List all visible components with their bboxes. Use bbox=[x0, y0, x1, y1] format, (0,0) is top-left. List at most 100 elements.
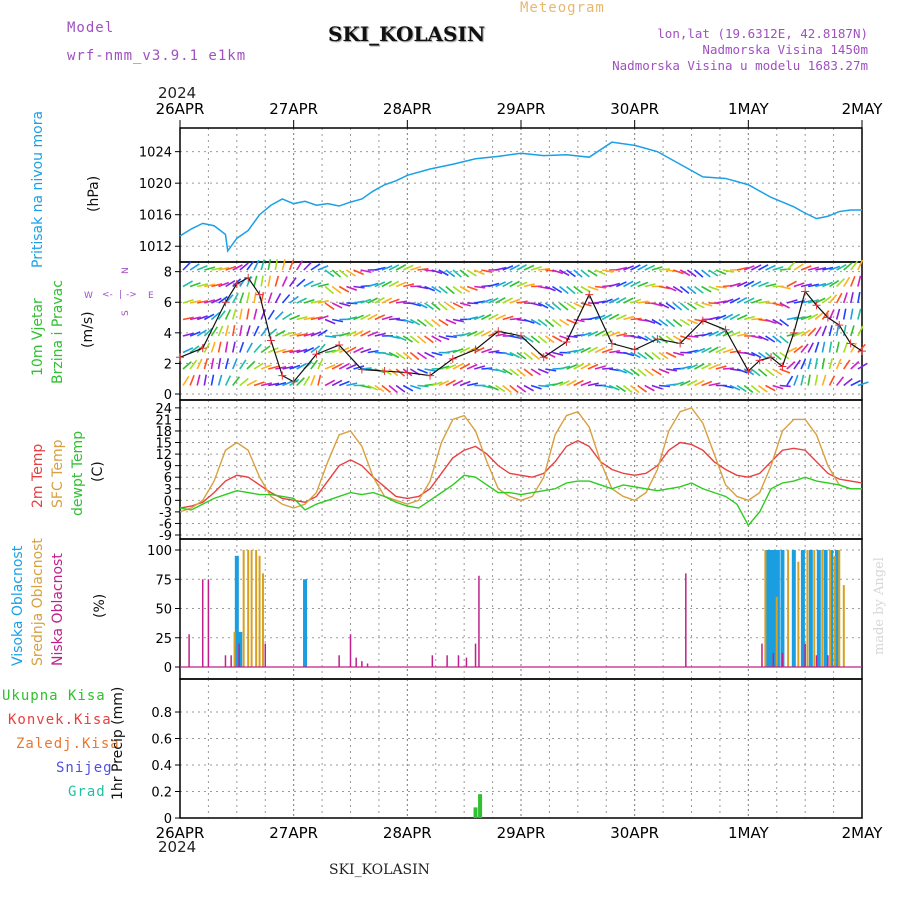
wind-arrow bbox=[495, 314, 506, 321]
wind-arrow bbox=[828, 294, 838, 304]
wind-arrow bbox=[516, 281, 528, 288]
wind-arrow bbox=[445, 363, 457, 370]
wind-arrow bbox=[630, 368, 640, 377]
wind-arrow bbox=[623, 315, 635, 321]
wind-arrow bbox=[701, 269, 711, 278]
wind-arrow bbox=[729, 350, 742, 354]
wind-gust-marker bbox=[607, 339, 616, 348]
wind-arrow bbox=[246, 292, 251, 304]
wind-arrow bbox=[658, 268, 671, 271]
wind-arrow bbox=[231, 341, 236, 353]
wind-arrow bbox=[303, 261, 313, 271]
year-bottom: 2024 bbox=[158, 838, 197, 856]
wind-arrow bbox=[360, 330, 371, 337]
wind-arrow bbox=[360, 298, 372, 304]
wind-gust-marker bbox=[289, 377, 298, 386]
wind-arrow bbox=[239, 262, 249, 271]
wind-arrow bbox=[459, 346, 471, 354]
wind-arrow bbox=[260, 345, 271, 354]
wind-arrow bbox=[502, 368, 513, 376]
wind-arrow bbox=[750, 384, 761, 394]
wind-arrow bbox=[246, 379, 258, 387]
wind-arrow bbox=[829, 279, 840, 288]
wind-rose-icon: W E <- | -> S N bbox=[84, 267, 154, 316]
wind-arrow bbox=[473, 314, 485, 321]
wind-arrow bbox=[715, 300, 727, 304]
wind-gust-marker bbox=[403, 368, 412, 377]
wind-arrow bbox=[658, 318, 669, 327]
wind-arrow bbox=[296, 278, 306, 288]
wind-arrow bbox=[750, 368, 761, 377]
wind-arrow bbox=[338, 363, 350, 370]
wind-arrow bbox=[800, 329, 811, 337]
wind-gust-marker bbox=[221, 298, 230, 307]
wind-arrow bbox=[573, 318, 585, 323]
cloud-bar bbox=[821, 550, 824, 667]
y-tick-label: 4 bbox=[164, 327, 172, 342]
wind-arrow bbox=[452, 269, 462, 278]
wind-arrow bbox=[523, 335, 534, 343]
wind-arrow bbox=[253, 325, 260, 337]
year-top: 2024 bbox=[158, 84, 197, 102]
wind-arrow bbox=[580, 302, 592, 307]
wind-arrow bbox=[295, 260, 304, 271]
wind-arrow bbox=[431, 269, 443, 275]
y-tick-label: 0.6 bbox=[151, 733, 172, 748]
wind-arrow bbox=[644, 351, 654, 361]
wind-arrow bbox=[552, 381, 564, 387]
wind-arrow bbox=[317, 358, 324, 370]
wind-arrow bbox=[772, 351, 782, 361]
svg-text:<-: <- bbox=[102, 290, 113, 300]
wind-arrow bbox=[573, 363, 584, 370]
wind-arrow bbox=[537, 368, 549, 374]
wind-arrow bbox=[417, 302, 428, 309]
wind-arrow bbox=[267, 309, 275, 320]
wind-arrow bbox=[686, 269, 697, 278]
cloud-bar bbox=[355, 657, 357, 667]
wind-arrow bbox=[850, 360, 860, 370]
wind-arrow bbox=[324, 302, 335, 310]
wind-arrow bbox=[672, 351, 685, 356]
wind-arrow bbox=[722, 269, 734, 273]
cloud-bar bbox=[201, 579, 204, 667]
wind-arrow bbox=[402, 318, 414, 324]
wind-arrow bbox=[587, 285, 599, 291]
wind-arrow bbox=[196, 374, 201, 386]
wind-arrow bbox=[317, 283, 329, 288]
wind-arrow bbox=[722, 384, 734, 389]
wind-arrow bbox=[324, 318, 336, 325]
wind-arrow bbox=[310, 263, 321, 271]
wind-arrow bbox=[758, 264, 769, 271]
wind-arrow bbox=[573, 269, 583, 278]
wind-gust-marker bbox=[357, 365, 366, 374]
wind-arrow bbox=[381, 265, 393, 271]
cloud-bar bbox=[815, 655, 818, 667]
wind-arrow bbox=[779, 285, 791, 290]
wind-arrow bbox=[353, 330, 364, 337]
wind-gust-marker bbox=[266, 336, 275, 345]
wind-arrow bbox=[623, 265, 634, 271]
wind-arrow bbox=[665, 335, 676, 344]
wind-arrow bbox=[779, 318, 789, 327]
cloud-bar bbox=[303, 579, 308, 667]
wind-arrow bbox=[416, 335, 427, 344]
wind-arrow bbox=[466, 330, 478, 337]
wind-arrow bbox=[388, 280, 400, 288]
wind-arrow bbox=[481, 269, 493, 273]
wind-arrow bbox=[495, 368, 507, 374]
wind-arrow bbox=[210, 311, 221, 321]
time-label-top: 2MAY bbox=[842, 100, 884, 118]
wind-arrow bbox=[495, 266, 507, 271]
wind-arrow bbox=[587, 382, 599, 387]
wind-arrow bbox=[800, 315, 812, 321]
wind-arrow bbox=[253, 292, 257, 304]
wind-arrow bbox=[502, 297, 513, 304]
wind-arrow bbox=[310, 316, 322, 321]
svg-text:S: S bbox=[121, 310, 131, 316]
cloud-bar bbox=[781, 652, 784, 667]
wind-arrow bbox=[303, 347, 315, 354]
cloud-bar bbox=[264, 643, 266, 667]
wind-arrow bbox=[416, 351, 427, 360]
wind-arrow bbox=[189, 299, 202, 304]
wind-arrow bbox=[587, 316, 599, 321]
